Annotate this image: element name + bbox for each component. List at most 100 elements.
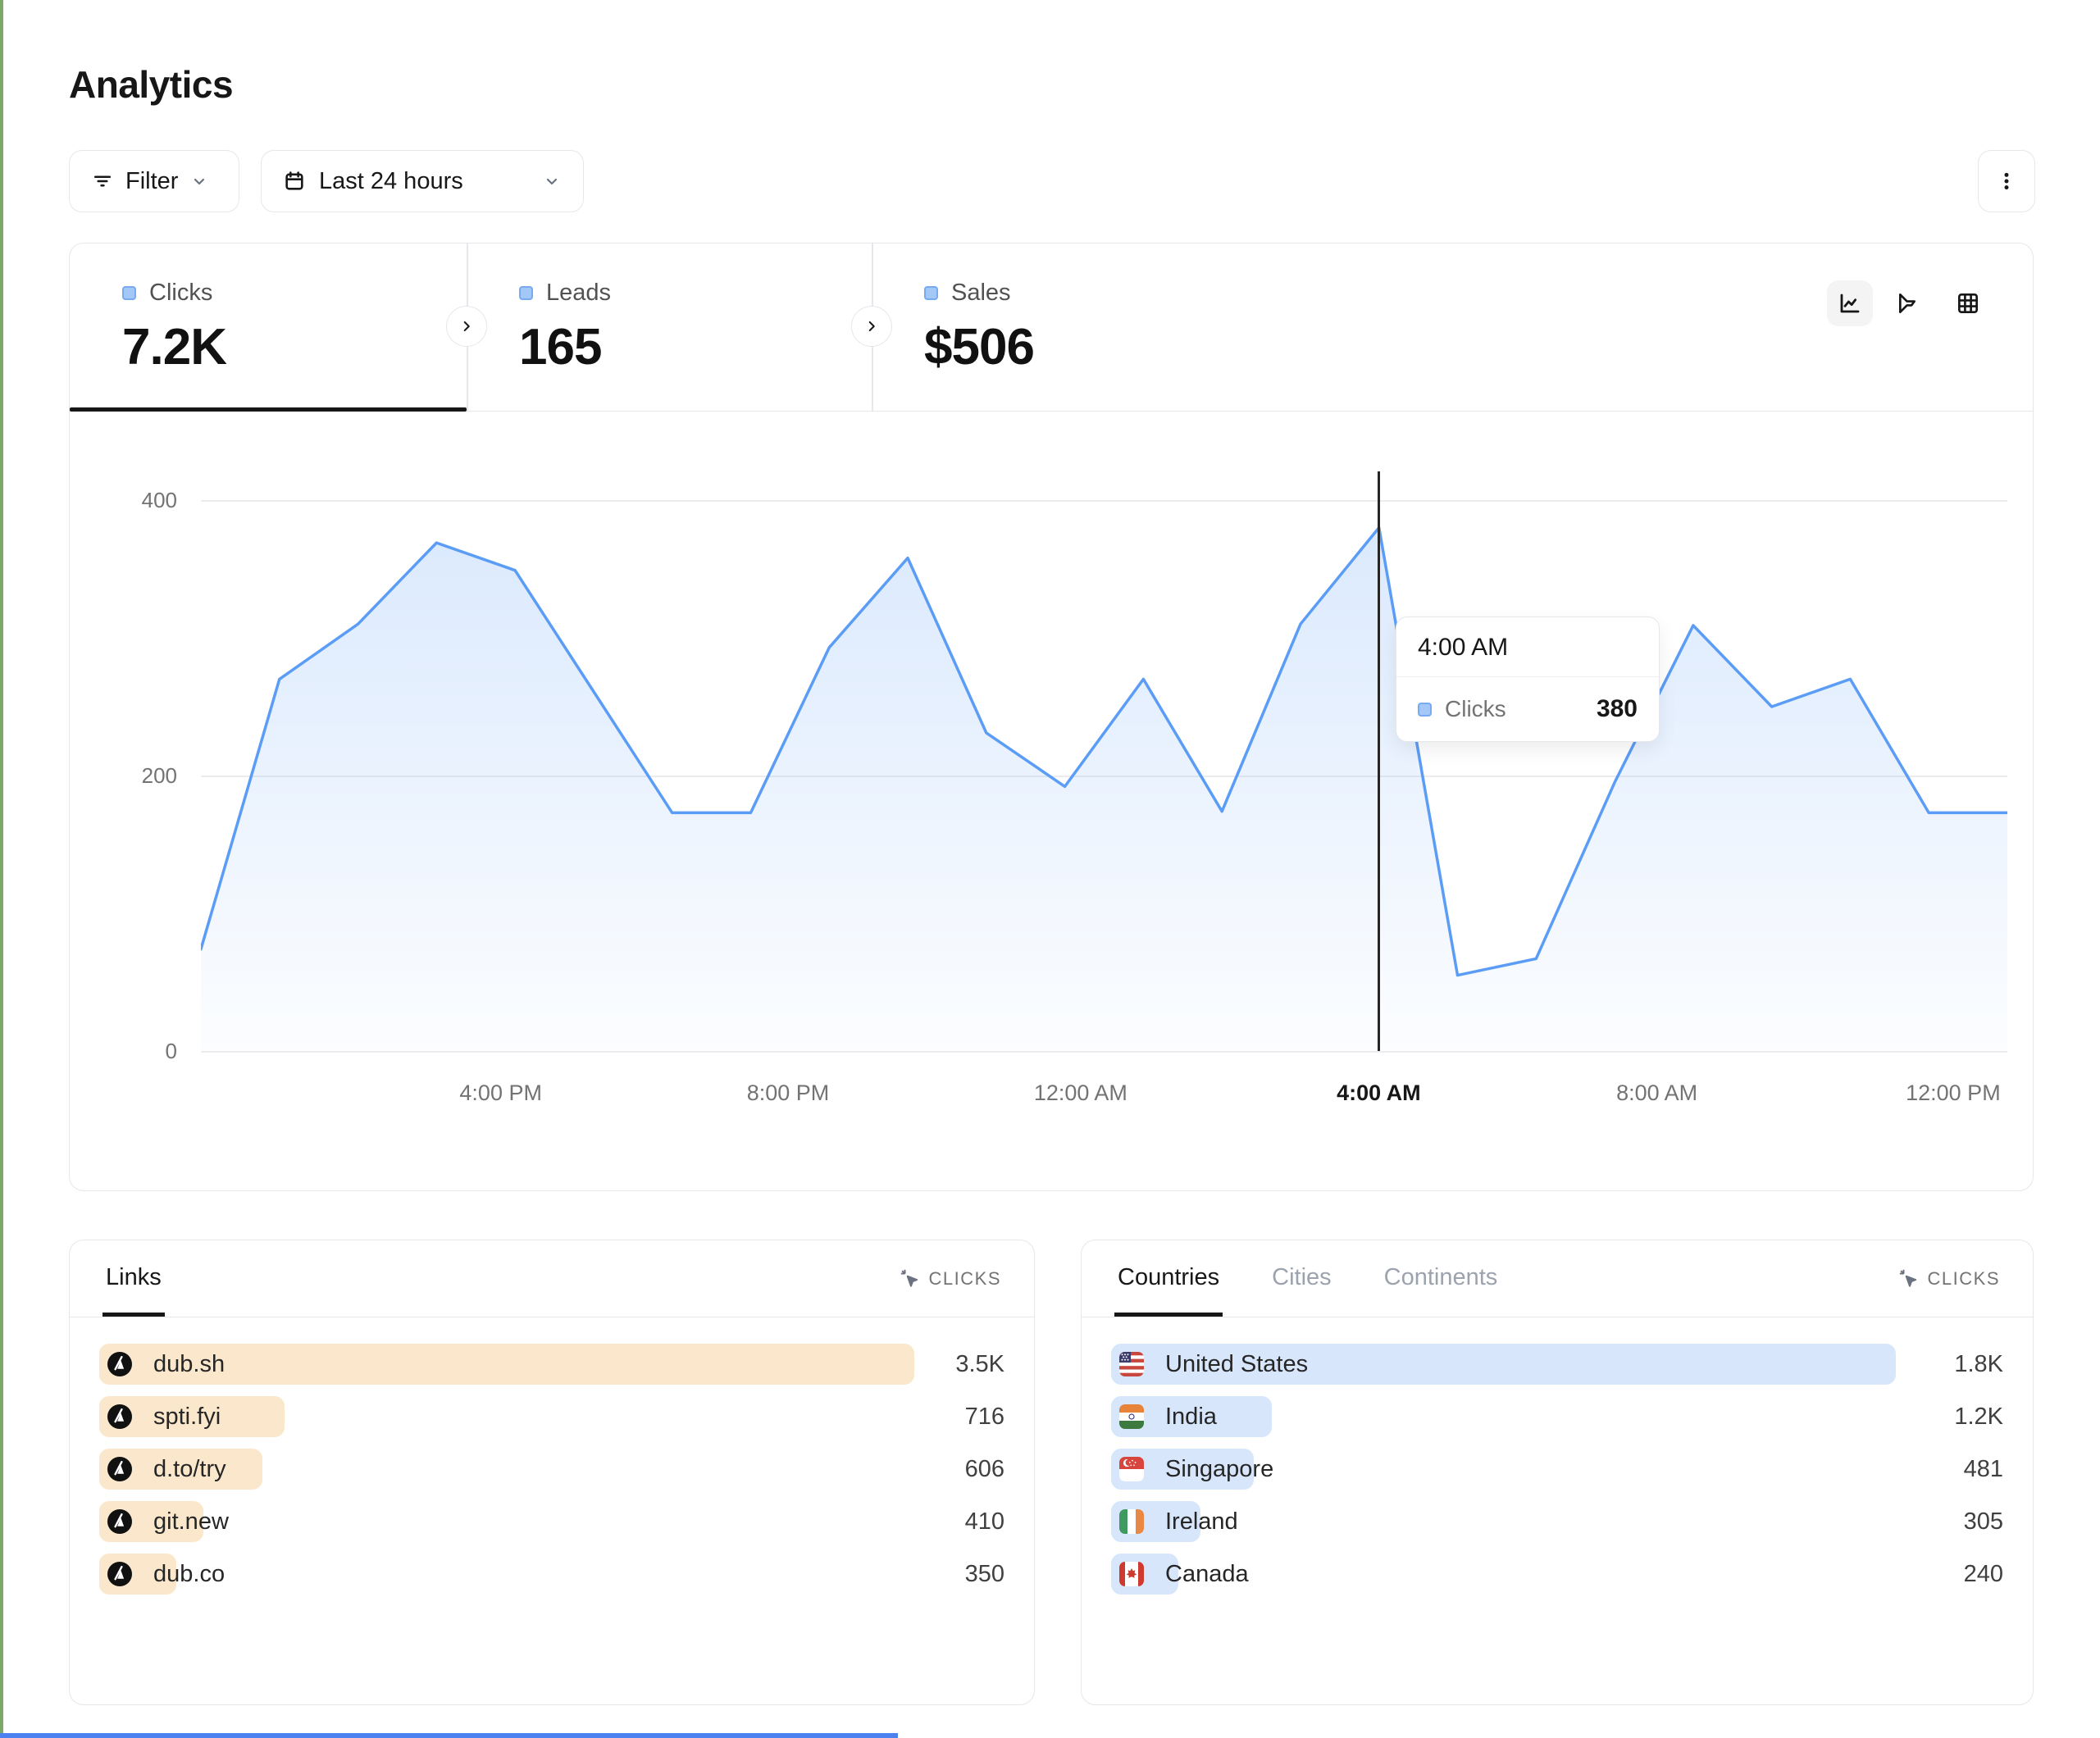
- filter-button[interactable]: Filter: [69, 150, 239, 212]
- table-view-button[interactable]: [1945, 280, 1991, 326]
- row-value: 305: [1963, 1508, 2003, 1535]
- page-title: Analytics: [69, 63, 234, 106]
- links-panel-header: Links CLICKS: [70, 1240, 1034, 1317]
- country-row[interactable]: Canada 240: [1111, 1554, 2003, 1595]
- flag-ca-icon: [1119, 1562, 1144, 1586]
- date-range-button[interactable]: Last 24 hours: [261, 150, 584, 212]
- funnel-view-button[interactable]: [1886, 280, 1932, 326]
- row-value: 350: [964, 1560, 1004, 1587]
- countries-panel: Countries Cities Continents CLICKS United …: [1081, 1240, 2034, 1705]
- line-chart-icon: [1837, 290, 1863, 316]
- row-value: 240: [1963, 1560, 2003, 1587]
- dub-logo-icon: [107, 1562, 132, 1586]
- country-row[interactable]: Singapore 481: [1111, 1449, 2003, 1490]
- chevron-down-icon: [542, 171, 562, 191]
- clicks-legend-square-icon: [1418, 702, 1432, 717]
- clicks-area-chart[interactable]: [201, 500, 2007, 1051]
- tooltip-value: 380: [1596, 695, 1638, 722]
- x-axis-tick: 4:00 PM: [459, 1081, 542, 1105]
- row-value: 3.5K: [955, 1350, 1004, 1377]
- countries-tabs: Countries Cities Continents: [1114, 1240, 1501, 1317]
- dub-logo-icon: [107, 1404, 132, 1429]
- y-axis-tick: 200: [141, 763, 177, 788]
- tab-cities[interactable]: Cities: [1272, 1264, 1332, 1290]
- flag-in-icon: [1119, 1404, 1144, 1429]
- tab-clicks[interactable]: Clicks 7.2K: [70, 243, 467, 412]
- sales-legend-square-icon: [924, 286, 938, 300]
- link-row[interactable]: d.to/try 606: [99, 1449, 1004, 1490]
- chart-tooltip: 4:00 AM Clicks 380: [1396, 616, 1660, 742]
- row-value: 716: [964, 1403, 1004, 1430]
- grid-icon: [1955, 290, 1981, 316]
- dub-logo-icon: [107, 1509, 132, 1534]
- stat-value: $506: [924, 319, 1035, 375]
- dub-logo-icon: [107, 1352, 132, 1376]
- gridline: [201, 1051, 2007, 1053]
- row-value: 481: [1963, 1455, 2003, 1482]
- links-tabs: Links: [102, 1240, 165, 1317]
- link-row[interactable]: dub.co 350: [99, 1554, 1004, 1595]
- leads-legend-square-icon: [519, 286, 533, 300]
- row-value: 1.8K: [1954, 1350, 2003, 1377]
- area-fill: [201, 527, 2007, 1051]
- tab-sales[interactable]: Sales $506: [872, 243, 1282, 412]
- links-metric-label: CLICKS: [928, 1267, 1001, 1289]
- countries-rows: United States 1.8K India 1.2K Singapore 481…: [1111, 1344, 2003, 1606]
- stat-label: Leads: [546, 280, 612, 306]
- expand-leads-button[interactable]: [851, 306, 892, 347]
- tab-continents[interactable]: Continents: [1383, 1264, 1498, 1290]
- stat-label: Clicks: [149, 280, 213, 306]
- tab-countries[interactable]: Countries: [1114, 1241, 1223, 1317]
- funnel-icon: [1896, 290, 1922, 316]
- row-value: 410: [964, 1508, 1004, 1535]
- dub-logo-icon: [107, 1509, 132, 1534]
- more-options-button[interactable]: [1978, 150, 2035, 212]
- row-label: Ireland: [1165, 1508, 1238, 1535]
- line-chart-view-button[interactable]: [1827, 280, 1873, 326]
- x-axis-tick: 12:00 PM: [1906, 1081, 2001, 1105]
- flag-ie-icon: [1119, 1509, 1144, 1534]
- row-label: spti.fyi: [153, 1403, 221, 1430]
- flag-us-icon: [1119, 1352, 1144, 1376]
- value-bar: [1111, 1344, 1897, 1385]
- link-row[interactable]: git.new 410: [99, 1501, 1004, 1542]
- cursor-click-icon: [1898, 1268, 1920, 1290]
- row-value: 1.2K: [1954, 1403, 2003, 1430]
- kebab-menu-icon: [1996, 171, 2017, 192]
- chevron-down-icon: [189, 171, 209, 191]
- countries-metric[interactable]: CLICKS: [1898, 1268, 2000, 1290]
- link-row[interactable]: spti.fyi 716: [99, 1396, 1004, 1437]
- country-row[interactable]: Ireland 305: [1111, 1501, 2003, 1542]
- row-label: dub.co: [153, 1560, 225, 1587]
- active-tab-underline: [70, 407, 467, 412]
- link-row[interactable]: dub.sh 3.5K: [99, 1344, 1004, 1385]
- links-metric[interactable]: CLICKS: [900, 1268, 1001, 1290]
- tooltip-time: 4:00 AM: [1396, 617, 1659, 677]
- dub-logo-icon: [107, 1562, 132, 1586]
- x-axis-tick: 8:00 AM: [1616, 1081, 1698, 1105]
- row-label: git.new: [153, 1508, 229, 1535]
- country-row[interactable]: United States 1.8K: [1111, 1344, 2003, 1385]
- stat-value: 165: [519, 319, 602, 375]
- row-label: Canada: [1165, 1560, 1249, 1587]
- tab-links[interactable]: Links: [102, 1241, 165, 1317]
- dub-logo-icon: [107, 1352, 132, 1376]
- stat-value: 7.2K: [122, 319, 227, 375]
- gridline: [201, 500, 2007, 502]
- row-label: d.to/try: [153, 1455, 226, 1482]
- chevron-right-icon: [458, 317, 476, 335]
- cursor-click-icon: [900, 1268, 921, 1290]
- stat-label: Sales: [951, 280, 1011, 306]
- dub-logo-icon: [107, 1404, 132, 1429]
- countries-metric-label: CLICKS: [1927, 1267, 2000, 1289]
- links-panel: Links CLICKS dub.sh 3.5K spti.fyi 716 d.to…: [69, 1240, 1035, 1705]
- flag-sg-icon: [1119, 1457, 1144, 1481]
- dub-logo-icon: [107, 1457, 132, 1481]
- tab-leads[interactable]: Leads 165: [467, 243, 872, 412]
- clicks-legend-square-icon: [122, 286, 136, 300]
- value-bar: [99, 1344, 914, 1385]
- country-row[interactable]: India 1.2K: [1111, 1396, 2003, 1437]
- chart-hover-line: [1378, 471, 1380, 1051]
- expand-clicks-button[interactable]: [446, 306, 487, 347]
